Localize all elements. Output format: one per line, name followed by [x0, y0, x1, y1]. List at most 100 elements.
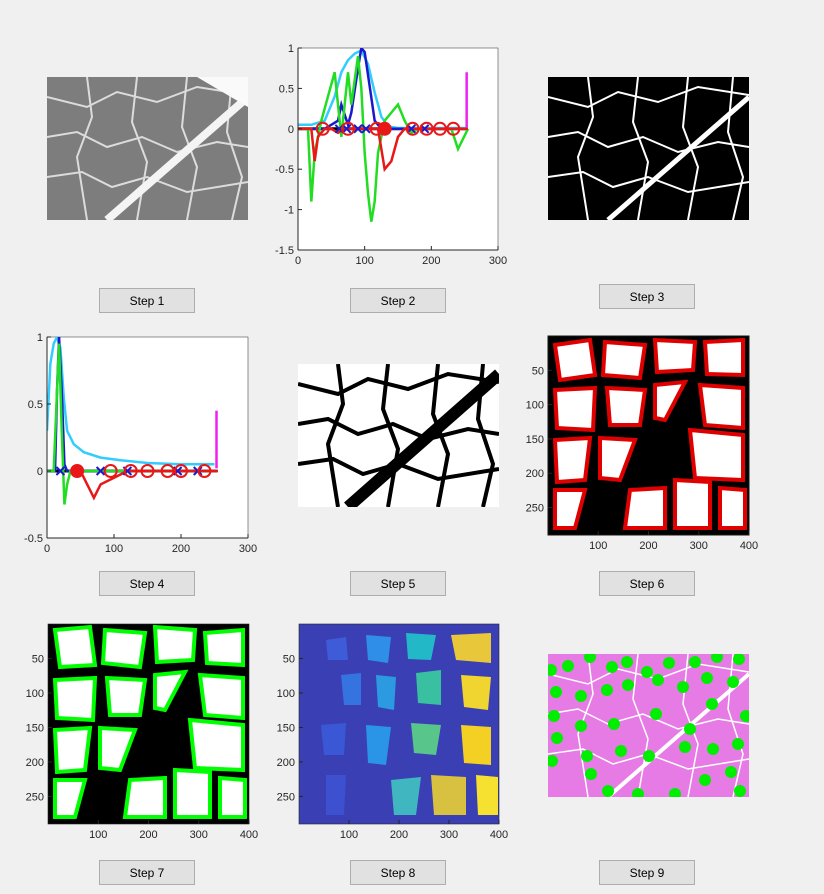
y-tick-label: 150	[26, 722, 44, 734]
x-tick-label: 300	[190, 829, 208, 841]
x-tick-label: 300	[440, 829, 458, 841]
step1-image	[46, 76, 251, 224]
x-marker	[55, 466, 66, 476]
o-marker	[174, 464, 188, 478]
axes: 0 100 200 300 1 0.5 0 -0.5 -1 -1.5	[275, 43, 507, 267]
step-1-button[interactable]: Step 1	[99, 288, 195, 313]
plot-area	[46, 336, 249, 539]
y-tick-label: 250	[26, 791, 44, 803]
y-tick-label: 250	[526, 503, 544, 515]
x-marker	[95, 466, 106, 476]
step7-image-overlay	[48, 624, 249, 824]
x-tick-label: 300	[489, 255, 507, 267]
step-5-button[interactable]: Step 5	[350, 571, 446, 596]
y-tick-label: 0	[37, 466, 43, 478]
image-axes: 100 200 300 400 50 100 150 200 250	[26, 623, 258, 841]
y-tick-label: 50	[283, 653, 295, 665]
x-tick-label: 200	[139, 829, 157, 841]
x-tick-label: 200	[639, 540, 657, 552]
x-tick-label: 100	[89, 829, 107, 841]
step-6-button[interactable]: Step 6	[599, 571, 695, 596]
x-tick-label: 100	[355, 255, 373, 267]
image-axes: 100 200 300 400 50 100 150 200 250	[526, 335, 758, 552]
y-tick-label: 0.5	[279, 83, 294, 95]
y-tick-label: 250	[277, 791, 295, 803]
y-tick-label: 200	[526, 468, 544, 480]
y-tick-label: 200	[26, 757, 44, 769]
o-marker	[315, 121, 330, 136]
y-tick-label: 100	[526, 400, 544, 412]
step-3-button[interactable]: Step 3	[599, 284, 695, 309]
muscle-grayscale-image	[46, 76, 251, 224]
y-tick-label: 50	[32, 653, 44, 665]
step6-chart: 100 200 300 400 50 100 150 200 250	[526, 335, 758, 552]
x-tick-label: 200	[422, 255, 440, 267]
y-tick-label: 100	[26, 688, 44, 700]
green-series-line	[298, 55, 470, 222]
step6-image-overlay	[547, 335, 750, 536]
he-stain-overlay-image	[545, 651, 752, 800]
y-tick-label: 150	[526, 434, 544, 446]
x-marker	[361, 124, 371, 134]
step-2-button[interactable]: Step 2	[350, 288, 446, 313]
o-marker	[123, 464, 138, 478]
x-tick-label: 200	[172, 543, 190, 555]
red-series-line	[73, 469, 218, 501]
step7-chart: 100 200 300 400 50 100 150 200 250	[26, 623, 258, 841]
y-tick-label: -0.5	[24, 533, 43, 545]
step5-image	[297, 363, 503, 512]
star-marker	[377, 121, 392, 136]
x-tick-label: 100	[589, 540, 607, 552]
x-tick-label: 400	[740, 540, 758, 552]
plot-area	[297, 47, 499, 251]
step-7-button[interactable]: Step 7	[99, 860, 195, 885]
inverted-mask-image	[297, 363, 503, 512]
x-tick-label: 100	[105, 543, 123, 555]
step8-chart: 100 200 300 400 50 100 150 200 250	[277, 623, 508, 841]
step8-labeled-image	[299, 624, 499, 824]
y-tick-label: 50	[532, 365, 544, 377]
plot-content	[47, 337, 218, 505]
y-tick-label: -1.5	[275, 245, 294, 257]
x-marker	[341, 124, 352, 134]
y-tick-label: 1	[37, 332, 43, 344]
x-tick-label: 300	[239, 543, 257, 555]
y-tick-label: 200	[277, 757, 295, 769]
step-9-button[interactable]: Step 9	[599, 860, 695, 885]
star-marker	[70, 464, 85, 478]
x-tick-label: 300	[690, 540, 708, 552]
o-marker	[405, 121, 420, 136]
step9-image	[545, 651, 752, 800]
step3-image	[547, 76, 751, 222]
y-tick-label: 1	[288, 43, 294, 55]
x-marker	[353, 124, 363, 134]
o-marker	[419, 121, 434, 136]
y-tick-label: 100	[277, 688, 295, 700]
x-tick-label: 100	[340, 829, 358, 841]
x-tick-label: 0	[295, 255, 301, 267]
x-tick-label: 0	[44, 543, 50, 555]
o-marker	[433, 121, 447, 136]
x-marker	[406, 124, 417, 134]
o-marker	[160, 464, 175, 478]
binary-mask-image	[547, 76, 751, 222]
o-marker	[197, 464, 212, 478]
step-8-button[interactable]: Step 8	[350, 860, 446, 885]
cyan-series-line	[47, 337, 215, 466]
plot-content	[298, 48, 470, 222]
y-tick-label: 150	[277, 722, 295, 734]
y-tick-label: -1	[284, 205, 294, 217]
y-tick-label: 0.5	[28, 399, 43, 411]
image-axes: 100 200 300 400 50 100 150 200 250	[277, 623, 508, 841]
x-tick-label: 200	[390, 829, 408, 841]
step-4-button[interactable]: Step 4	[99, 571, 195, 596]
y-tick-label: -0.5	[275, 164, 294, 176]
o-marker	[341, 121, 355, 136]
o-marker	[446, 121, 461, 136]
x-tick-label: 400	[490, 829, 508, 841]
x-tick-label: 400	[240, 829, 258, 841]
y-tick-label: 0	[288, 124, 294, 136]
o-marker	[140, 464, 155, 478]
